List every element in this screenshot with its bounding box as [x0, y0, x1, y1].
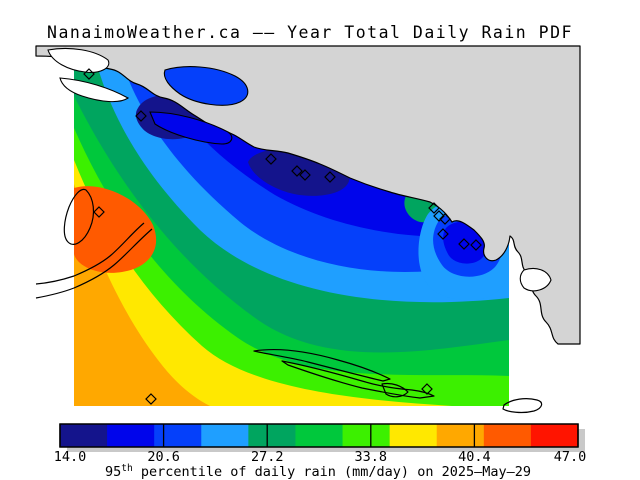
- station-marker: [145, 393, 157, 405]
- colorbar-segment: [295, 424, 344, 447]
- station-marker: [93, 206, 105, 218]
- colorbar-border: [59, 423, 579, 448]
- colorbar-segment: [60, 424, 108, 447]
- gulf-island-outline-1: [253, 349, 391, 382]
- station-marker: [135, 110, 147, 122]
- blue-fjord-inlet: [163, 66, 249, 106]
- white-notch-inlet: [519, 267, 552, 292]
- station-marker: [439, 213, 451, 225]
- tick-label-3: 33.8: [355, 449, 388, 465]
- colorbar-segment: [389, 424, 438, 447]
- colorbar-segment: [248, 424, 296, 447]
- station-marker: [470, 239, 482, 251]
- colorbar-tick-labels: 14.0 20.6 27.2 33.8 40.4 47.0: [54, 449, 587, 465]
- station-marker: [299, 169, 311, 181]
- band-yellow: [74, 160, 452, 406]
- colorbar: 14.0 20.6 27.2 33.8 40.4 47.0 95th perce…: [54, 423, 587, 480]
- band-red-core: [74, 186, 157, 273]
- vancouver-island-coast-a: [35, 228, 153, 299]
- tick-label-5: 47.0: [554, 449, 587, 465]
- station-marker: [83, 68, 95, 80]
- white-inlet-upper: [47, 47, 110, 73]
- colorbar-segment: [107, 424, 155, 447]
- station-marker: [433, 210, 445, 222]
- band-orange: [74, 184, 210, 406]
- caption-post: percentile of daily rain (mm/day) on 202…: [133, 464, 531, 480]
- colorbar-segment: [436, 424, 485, 447]
- coastal-island-outline-right: [502, 398, 543, 414]
- station-markers: [83, 68, 482, 405]
- blue-channel-inlet: [149, 111, 233, 145]
- colorbar-segments: [60, 424, 579, 447]
- vancouver-island-coast-b: [35, 222, 145, 285]
- caption-superscript: th: [121, 463, 132, 474]
- station-marker: [458, 238, 470, 250]
- colorbar-segment: [154, 424, 202, 447]
- coastline-outlines: [35, 188, 543, 414]
- station-marker: [265, 153, 277, 165]
- colorbar-segment: [342, 424, 391, 447]
- gulf-island-outline-3: [381, 382, 409, 398]
- tick-label-2: 27.2: [251, 449, 284, 465]
- colorbar-segment: [530, 424, 579, 447]
- station-marker: [421, 383, 433, 395]
- station-marker: [291, 165, 303, 177]
- colorbar-segment: [483, 424, 532, 447]
- station-marker: [324, 171, 336, 183]
- station-marker: [437, 228, 449, 240]
- colorbar-segment: [201, 424, 249, 447]
- tick-label-4: 40.4: [458, 449, 491, 465]
- tick-label-0: 14.0: [54, 449, 87, 465]
- caption-pre: 95: [105, 464, 121, 480]
- vancouver-island-coast-loop: [63, 188, 95, 245]
- mainland-landmass: [35, 45, 581, 345]
- colorbar-caption: 95th percentile of daily rain (mm/day) o…: [105, 463, 531, 480]
- tick-label-1: 20.6: [147, 449, 180, 465]
- white-inlet-lower: [59, 77, 130, 103]
- figure-title: NanaimoWeather.ca –– Year Total Daily Ra…: [47, 23, 573, 42]
- station-marker: [428, 202, 440, 214]
